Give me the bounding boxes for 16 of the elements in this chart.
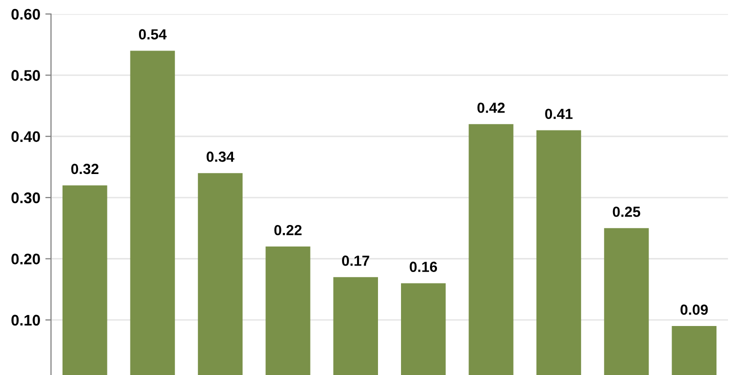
data-label: 0.16 [410,262,438,272]
y-tick-label: 0.30 [11,192,40,204]
y-tick-label: 0.10 [11,314,40,326]
y-tick-label: 0.50 [11,70,40,81]
data-label: 0.41 [545,108,573,120]
data-label: 0.09 [680,304,708,315]
y-tick-label: 0.60 [11,8,40,20]
data-label: 0.42 [477,102,505,113]
data-label: 0.34 [206,152,234,162]
data-label: 0.54 [138,29,167,40]
y-tick-label: 0.40 [11,131,40,142]
data-label: 0.32 [71,164,98,174]
y-tick-label: 0.20 [11,254,40,264]
data-label: 0.22 [274,224,302,236]
data-label: 0.17 [342,256,370,266]
data-label: 0.25 [612,206,640,217]
